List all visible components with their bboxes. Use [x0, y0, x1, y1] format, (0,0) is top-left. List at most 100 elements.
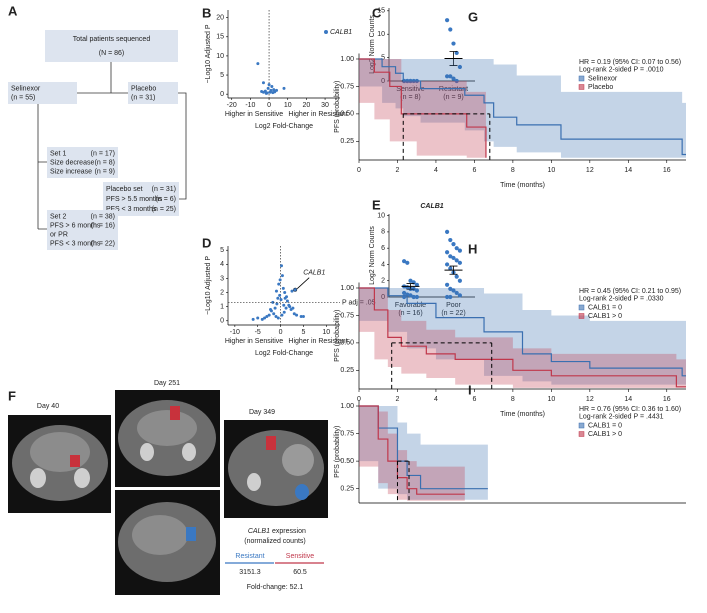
- data-point: [270, 85, 274, 89]
- data-point: [278, 293, 282, 297]
- y-tick-label: 5: [220, 72, 224, 79]
- data-point: [288, 305, 292, 309]
- panel-letter: C: [372, 5, 382, 20]
- flow-box: [8, 82, 77, 104]
- y-tick-label: 1.00: [340, 285, 354, 292]
- flow-text: (n = 6): [156, 196, 176, 203]
- data-point: [279, 298, 283, 302]
- data-point: [265, 315, 269, 319]
- flow-text: (n = 9): [95, 168, 115, 175]
- y-tick-label: 20: [216, 14, 224, 21]
- x-axis-label: Log2 Fold-Change: [255, 123, 313, 130]
- data-point: [295, 313, 299, 317]
- flow-text: (n = 31): [152, 186, 176, 193]
- survival-line: [359, 58, 487, 158]
- data-point: [414, 294, 419, 300]
- data-point: [457, 64, 462, 70]
- legend-label: CALB1: [330, 29, 352, 36]
- x-tick-label: 6: [472, 396, 476, 403]
- x-note: Higher in Sensitive: [225, 338, 283, 345]
- panel-letter: F: [8, 388, 16, 403]
- data-point: [445, 294, 450, 300]
- x-tick-label: 0: [279, 329, 283, 336]
- flow-text: (n = 38): [91, 213, 115, 220]
- x-tick-label: 0: [267, 102, 271, 109]
- y-tick-label: 10: [216, 53, 224, 60]
- flow-text: (n = 31): [131, 94, 155, 101]
- data-point: [292, 312, 296, 316]
- ct-images: Day 40 Day 251 Day 349 CALB1 expression …: [8, 380, 328, 595]
- x-tick-label: 20: [303, 102, 311, 109]
- data-point: [454, 78, 459, 84]
- data-point: [280, 313, 284, 317]
- highlight-point: [293, 287, 298, 292]
- y-axis-label: PFS (probability): [334, 310, 341, 362]
- flow-text: (n = 55): [11, 94, 35, 101]
- stat-annotation: Log-rank 2-sided P = .0330: [579, 295, 664, 302]
- flow-text: (n = 22): [91, 240, 115, 247]
- flow-text: PFS < 3 months: [106, 206, 157, 213]
- x-axis-label: Time (months): [500, 182, 545, 189]
- table-subtitle: (normalized counts): [244, 538, 305, 545]
- x-axis-label: Time (months): [500, 411, 545, 418]
- y-tick-label: 0: [220, 91, 224, 98]
- legend-label: CALB1 = 0: [588, 304, 622, 311]
- ct-kidney: [30, 468, 46, 488]
- error-bar: [406, 283, 415, 290]
- x-tick-label: 10: [547, 396, 555, 403]
- data-point: [273, 306, 277, 310]
- data-point: [414, 288, 419, 293]
- y-tick-label: 0.50: [340, 111, 354, 118]
- y-tick-label: 0: [381, 294, 385, 301]
- panel-letter: H: [468, 241, 477, 256]
- data-point: [445, 74, 450, 79]
- panel-letter: A: [8, 3, 18, 18]
- data-point: [290, 289, 294, 293]
- legend-swatch: [578, 84, 585, 90]
- ci-band: [359, 58, 486, 158]
- legend-label: CALB1 > 0: [588, 431, 622, 438]
- data-point: [269, 307, 273, 311]
- x-tick-label: -20: [227, 102, 237, 109]
- legend-swatch: [578, 304, 585, 311]
- x-tick-label: 0: [357, 167, 361, 174]
- flow-text: PFS > 6 months: [50, 222, 101, 229]
- y-tick-label: 6: [381, 245, 385, 252]
- x-tick-label: 10: [547, 167, 555, 174]
- data-point: [445, 18, 450, 23]
- data-point: [457, 278, 462, 283]
- y-tick-label: 8: [381, 229, 385, 236]
- x-tick-label: 16: [663, 396, 671, 403]
- tumor-marker: [266, 436, 276, 450]
- x-tick-label: 14: [624, 396, 632, 403]
- flow-text: (n = 17): [91, 150, 115, 157]
- x-note: Higher in Sensitive: [225, 111, 283, 118]
- ct-mass: [282, 444, 314, 476]
- data-point: [263, 316, 267, 320]
- y-tick-label: 1.00: [340, 56, 354, 63]
- data-point: [451, 255, 456, 261]
- data-point: [279, 264, 283, 268]
- x-tick-label: 12: [586, 167, 594, 174]
- x-tick-label: 14: [624, 167, 632, 174]
- legend-label: CALB1 = 0: [588, 422, 622, 429]
- data-point: [276, 296, 280, 300]
- panel-title: CALB1: [420, 203, 443, 210]
- y-tick-label: 10: [377, 31, 385, 38]
- data-point: [274, 289, 278, 293]
- data-point: [414, 282, 419, 287]
- y-tick-label: 10: [377, 212, 385, 219]
- x-tick-label: 5: [301, 329, 305, 336]
- flow-text: PFS < 3 months: [50, 240, 101, 247]
- group-label: Sensitive: [396, 86, 425, 93]
- data-point: [260, 89, 264, 93]
- data-point: [256, 316, 260, 320]
- ct-kidney: [247, 473, 261, 491]
- tumor-marker: [186, 527, 196, 541]
- x-tick-label: -10: [230, 329, 240, 336]
- data-point: [457, 293, 462, 298]
- data-point: [285, 299, 289, 303]
- tumor-marker: [170, 406, 180, 420]
- data-point: [402, 259, 407, 264]
- flow-text: Size increase: [50, 168, 92, 175]
